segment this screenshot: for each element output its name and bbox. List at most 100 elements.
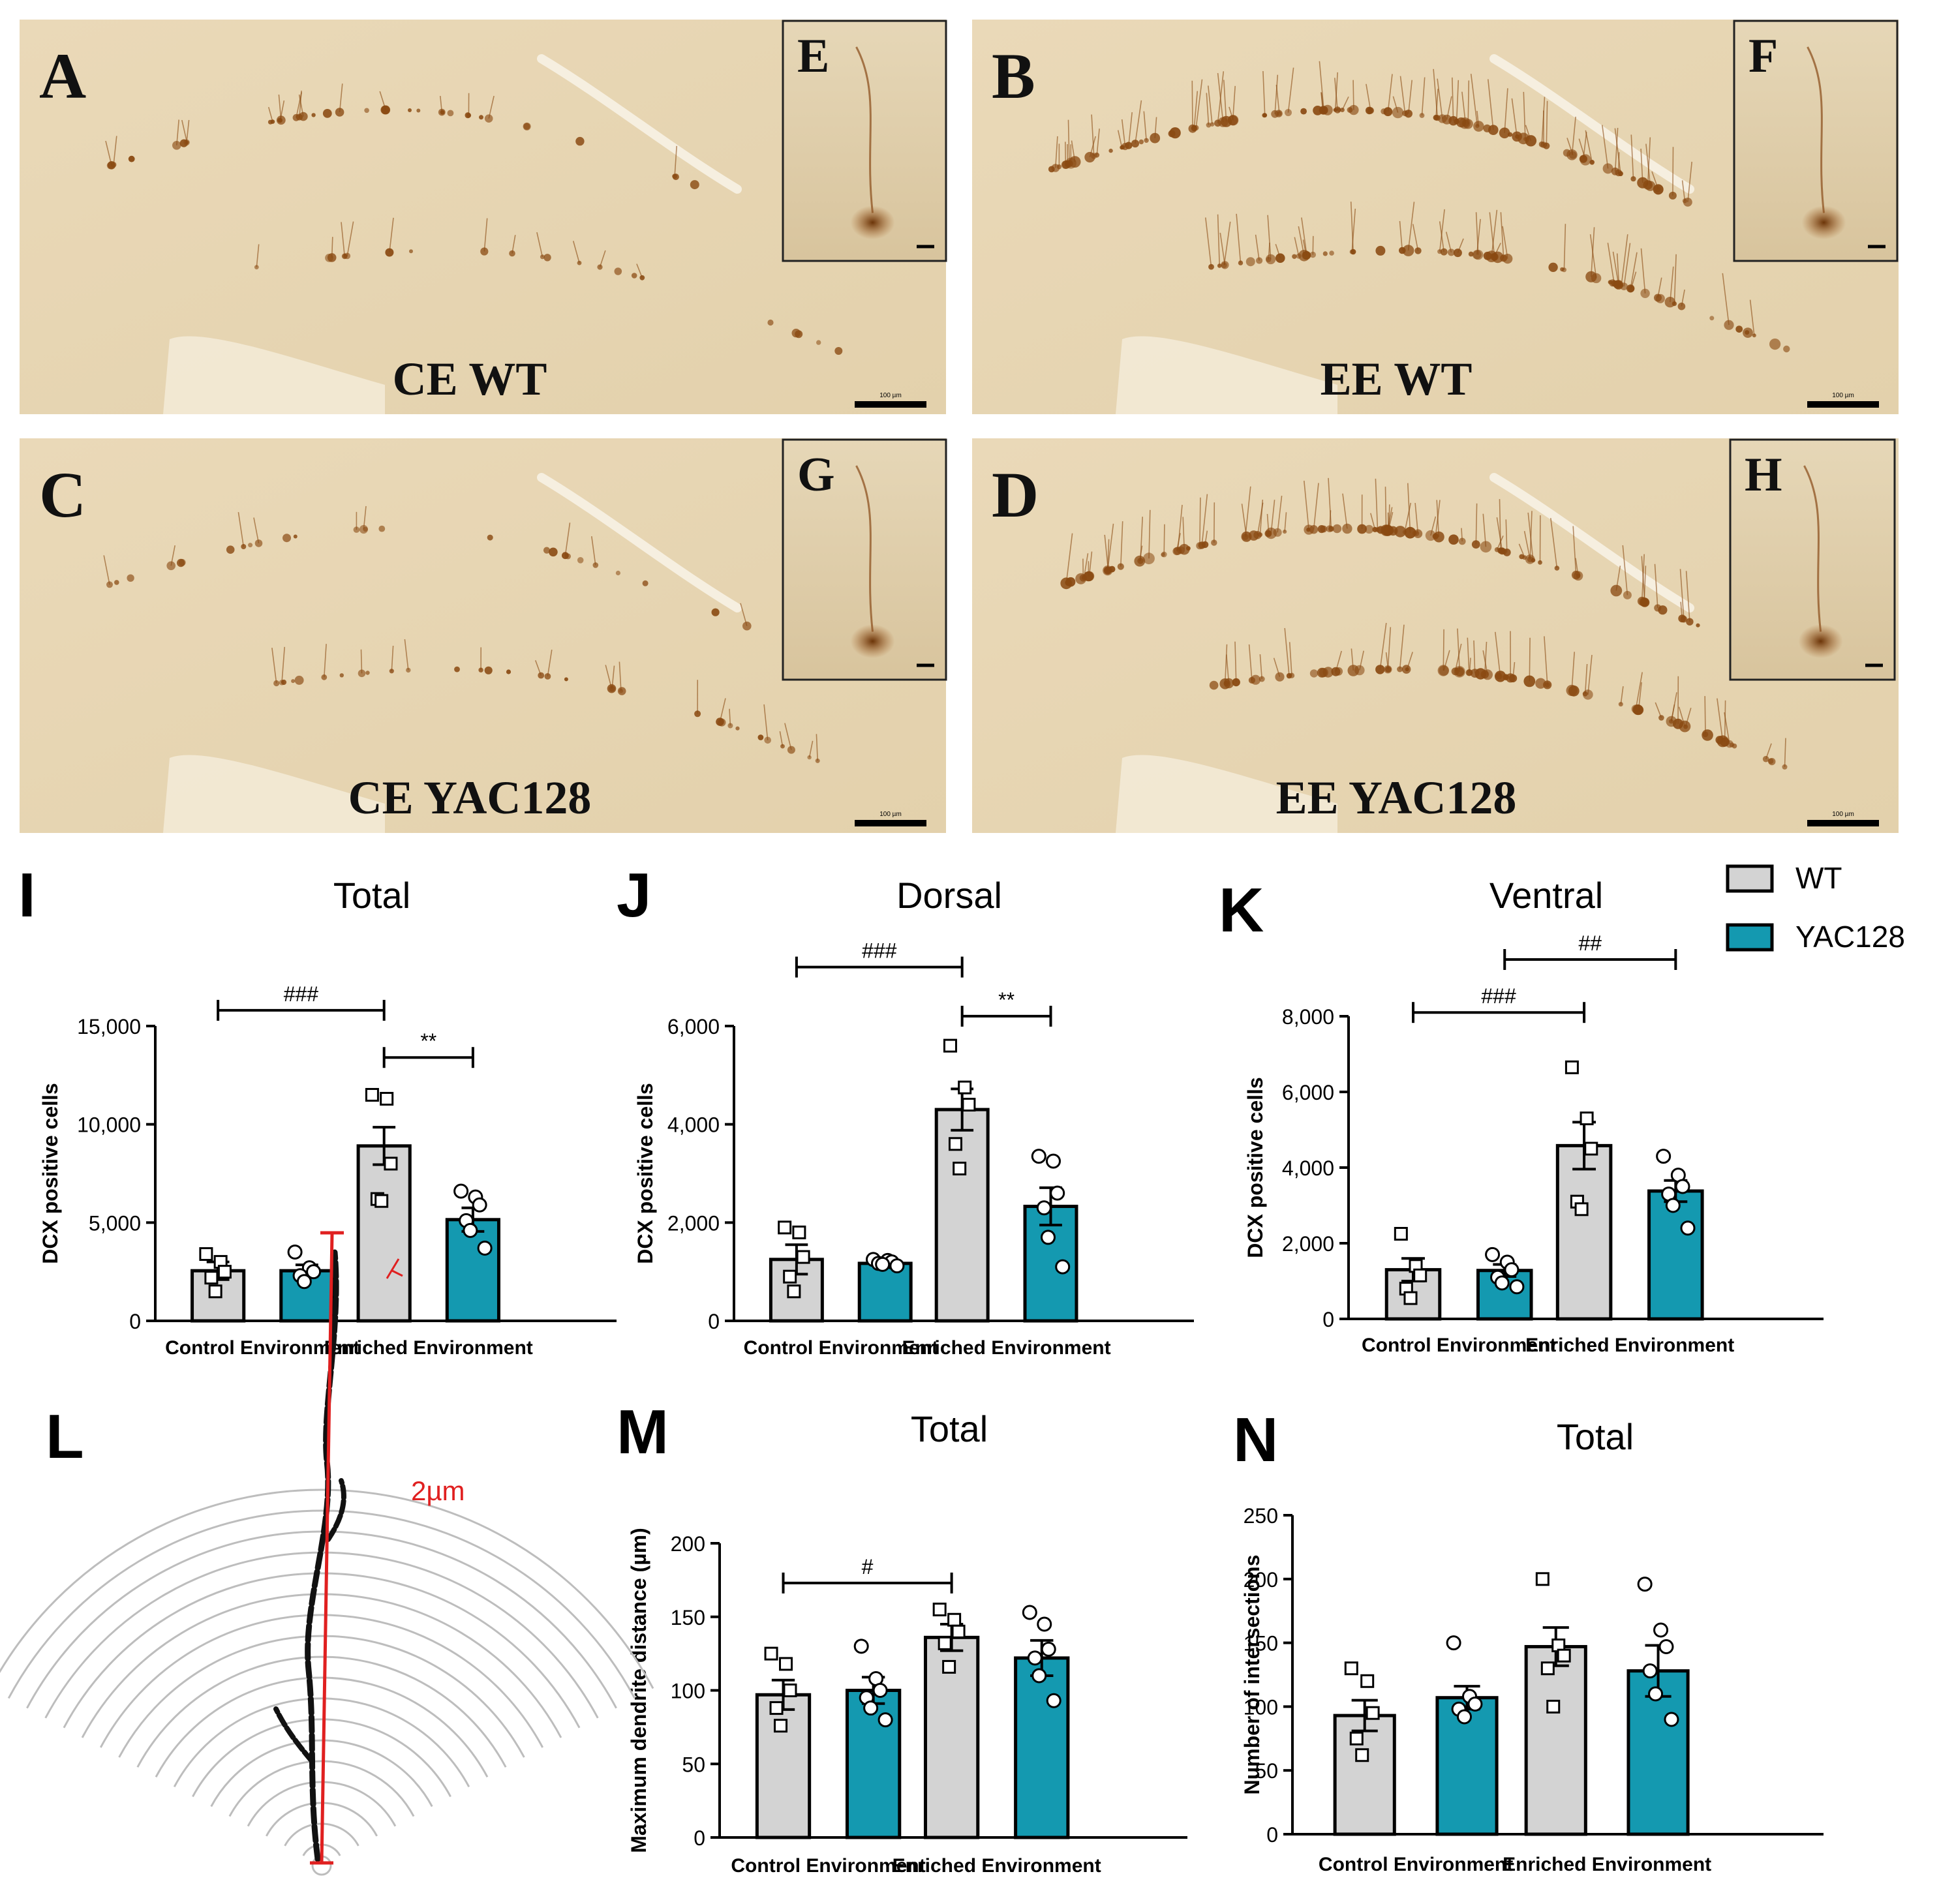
stained-dendrite <box>547 649 553 677</box>
stained-dendrite <box>1529 637 1531 682</box>
charts: I Total 0 5,000 10,000 15,000 DCX positive cel… <box>18 860 1824 1877</box>
y-axis-label: Number of intersections <box>1240 1554 1264 1794</box>
scale-bar-label: 100 µm <box>1832 392 1854 399</box>
stained-soma <box>1519 554 1525 560</box>
data-point-square <box>951 1624 966 1639</box>
stained-soma <box>1292 254 1297 259</box>
y-tick-label: 4,000 <box>667 1113 720 1137</box>
stained-soma <box>1543 680 1552 689</box>
chart-panel-letter: K <box>1219 875 1264 945</box>
stained-dendrite <box>391 645 394 671</box>
stained-dendrite <box>1135 100 1142 144</box>
stained-dendrite <box>1387 74 1393 112</box>
stained-soma <box>1245 257 1255 267</box>
data-point-square <box>1580 1111 1594 1126</box>
stained-dendrite <box>636 264 643 279</box>
micrograph-caption: CE YAC128 <box>348 772 592 824</box>
sholl-panel-letter: L <box>46 1402 84 1472</box>
stained-dendrite <box>1204 530 1208 545</box>
data-point-circle <box>1037 1616 1052 1632</box>
category-label: Enriched Environment <box>1525 1335 1734 1356</box>
stained-dendrite <box>1083 553 1089 578</box>
stained-dendrite <box>534 660 542 676</box>
data-point-square <box>1355 1748 1369 1762</box>
significance-label: ### <box>284 982 319 1006</box>
stained-dendrite <box>404 639 409 671</box>
sholl-ring <box>136 1655 507 1768</box>
stained-dendrite <box>1529 511 1533 560</box>
stained-dendrite <box>1435 500 1441 537</box>
stained-dendrite <box>1223 221 1231 265</box>
stained-dendrite <box>1121 119 1126 147</box>
stained-soma <box>409 249 413 254</box>
bar <box>1333 1714 1396 1836</box>
stained-dendrite <box>346 221 354 256</box>
stained-dendrite <box>1259 500 1264 535</box>
y-tick-label: 6,000 <box>1282 1081 1334 1104</box>
y-tick-label: 0 <box>1266 1823 1278 1847</box>
stained-dendrite <box>1614 128 1621 174</box>
stained-dendrite <box>1505 519 1508 552</box>
data-point-square <box>1540 1661 1555 1676</box>
y-tick-label: 0 <box>129 1310 141 1333</box>
legend-item-wt: WT <box>1726 861 1842 895</box>
stained-dendrite <box>1262 70 1266 115</box>
y-axis-label: DCX positive cells <box>38 1083 62 1263</box>
stained-dendrite <box>1655 702 1662 718</box>
stained-dendrite <box>341 222 345 256</box>
micrograph-panels: E A CE WT 100 µm F B EE WT 100 µm G C CE YAC128 100… <box>20 20 1899 833</box>
stained-dendrite <box>1544 636 1548 685</box>
stained-dendrite <box>1635 672 1643 710</box>
data-point-square <box>365 1087 379 1102</box>
bar <box>857 1262 913 1323</box>
stained-dendrite <box>363 506 367 530</box>
stained-dendrite <box>299 90 302 117</box>
stained-soma <box>1347 107 1353 113</box>
stained-dendrite <box>1456 80 1459 122</box>
stained-soma <box>1309 669 1319 678</box>
stained-dendrite <box>1217 71 1225 123</box>
stained-dendrite <box>1120 521 1123 567</box>
legend: WT YAC128 <box>1726 861 1905 954</box>
data-point-square <box>778 1220 792 1235</box>
data-point-square <box>204 1271 219 1285</box>
data-point-square <box>208 1284 222 1299</box>
stained-dendrite <box>591 536 596 566</box>
data-point-square <box>942 1659 956 1674</box>
stained-dendrite <box>564 522 571 556</box>
inset-letter: H <box>1745 448 1782 502</box>
stained-soma <box>1608 280 1613 284</box>
stained-soma <box>291 679 296 684</box>
data-point-square <box>1535 1572 1550 1586</box>
stained-dendrite <box>1176 533 1181 552</box>
panel-letter: A <box>39 40 86 112</box>
inset-soma <box>1798 624 1843 659</box>
chart-title: Total <box>333 875 410 916</box>
data-point-circle <box>296 1274 312 1290</box>
stained-soma <box>1317 525 1326 534</box>
category-label: Control Environment <box>1362 1335 1556 1356</box>
significance-label: # <box>862 1555 874 1579</box>
micrograph-panel-b: F B EE WT 100 µm <box>972 20 1899 414</box>
category-label: Control Environment <box>744 1337 938 1359</box>
y-tick-label: 2,000 <box>1282 1232 1334 1256</box>
stained-soma <box>1214 119 1221 127</box>
stained-dendrite <box>1273 657 1281 677</box>
micrograph-caption: EE WT <box>1321 353 1473 405</box>
stained-dendrite <box>324 644 327 678</box>
stained-dendrite <box>1680 601 1683 619</box>
dendrite-branch <box>326 1478 346 1542</box>
stained-dendrite <box>816 734 818 761</box>
stained-soma <box>1273 528 1282 537</box>
stained-dendrite <box>483 218 488 252</box>
stained-dendrite <box>1461 528 1463 541</box>
micrograph-caption: EE YAC128 <box>1276 772 1517 824</box>
stained-dendrite <box>1375 478 1379 530</box>
stained-dendrite <box>1671 692 1677 722</box>
data-point-square <box>1584 1141 1598 1156</box>
stained-soma <box>106 162 114 170</box>
stained-dendrite <box>1572 526 1577 575</box>
sholl-ring <box>228 1760 415 1817</box>
stained-dendrite <box>1245 486 1251 537</box>
y-axis-label: DCX positive cells <box>634 1083 657 1263</box>
